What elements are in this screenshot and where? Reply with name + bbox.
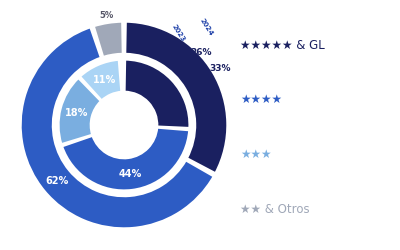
Text: 18%: 18% bbox=[64, 108, 88, 118]
Text: 2023: 2023 bbox=[170, 24, 186, 43]
Wedge shape bbox=[94, 22, 123, 57]
Text: ★★★★★ & GL: ★★★★★ & GL bbox=[240, 39, 325, 52]
Wedge shape bbox=[124, 60, 190, 128]
Wedge shape bbox=[121, 60, 124, 92]
Text: 33%: 33% bbox=[209, 64, 231, 73]
Text: 11%: 11% bbox=[93, 75, 116, 85]
Text: 44%: 44% bbox=[118, 169, 142, 179]
Text: ★★★★: ★★★★ bbox=[240, 93, 282, 106]
Text: 26%: 26% bbox=[190, 48, 212, 57]
Text: 62%: 62% bbox=[45, 176, 68, 186]
Text: 5%: 5% bbox=[100, 10, 114, 20]
Wedge shape bbox=[58, 78, 101, 144]
Wedge shape bbox=[21, 27, 214, 228]
Wedge shape bbox=[62, 128, 189, 190]
Text: ★★★: ★★★ bbox=[240, 148, 272, 161]
Text: 2024: 2024 bbox=[199, 18, 214, 37]
Wedge shape bbox=[125, 22, 227, 173]
Text: ★★ & Otros: ★★ & Otros bbox=[240, 202, 310, 215]
Wedge shape bbox=[80, 60, 121, 100]
